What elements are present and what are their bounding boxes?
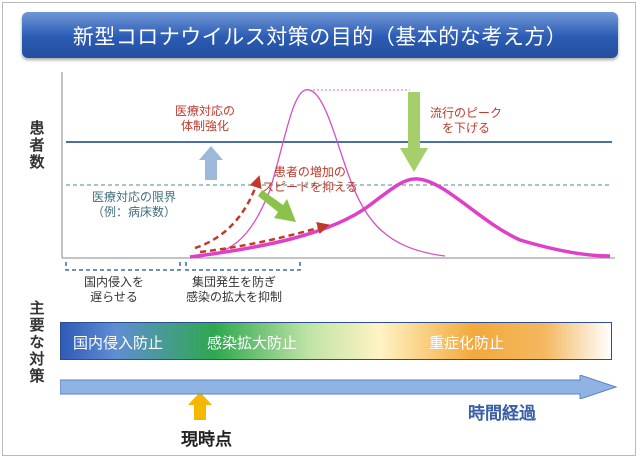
annotation-prevent-clusters: 集団発生を防ぎ 感染の拡大を抑制 — [186, 275, 282, 305]
slide-title: 新型コロナウイルス対策の目的（基本的な考え方） — [72, 25, 568, 49]
steep-rise-arrow — [194, 175, 262, 250]
lower-peak-arrow — [400, 92, 428, 172]
bracket-prevent-clusters — [185, 262, 301, 271]
annotation-line: 医療対応の — [175, 104, 236, 118]
now-arrow — [188, 392, 212, 420]
annotation-slow-increase: 患者の増加の スピードを抑える — [262, 165, 358, 195]
phase-prevent-entry: 国内侵入防止 — [73, 334, 164, 352]
slow-rise-arrow — [199, 222, 330, 254]
annotation-lower-peak: 流行のピーク を下げる — [430, 106, 502, 136]
y-axis-label: 患 者 数 — [27, 120, 47, 171]
annotation-line: 遅らせる — [90, 290, 138, 304]
y-axis-char: 者 — [29, 136, 45, 154]
annotation-line: 体制強化 — [181, 119, 230, 133]
y-axis-char: 数 — [29, 153, 45, 171]
annotation-line: を下げる — [442, 121, 491, 135]
annotation-line: 国内侵入を — [84, 275, 145, 289]
policy-phase-bar: 国内侵入防止 感染拡大防止 重症化防止 — [60, 322, 612, 360]
policy-axis-char: 対 — [29, 350, 45, 368]
sharp-epidemic-curve — [189, 89, 446, 258]
bracket-delay-entry — [65, 262, 181, 271]
annotation-line: 流行のピーク — [430, 106, 503, 120]
annotation-line: 感染の拡大を抑制 — [186, 290, 283, 304]
phase-prevent-severity: 重症化防止 — [429, 334, 505, 352]
policy-axis-char: 策 — [29, 367, 45, 385]
annotation-line: 集団発生を防ぎ — [192, 275, 277, 289]
slow-down-arrow — [258, 190, 296, 222]
annotation-delay-entry: 国内侵入を 遅らせる — [84, 275, 144, 305]
annotation-line: 患者の増加の — [273, 165, 346, 179]
now-label: 現時点 — [181, 430, 232, 450]
phase-prevent-spread: 感染拡大防止 — [207, 334, 298, 352]
time-label: 時間経過 — [468, 404, 536, 424]
policy-axis-char: 要 — [29, 316, 45, 334]
annotation-line: 医療対応の限界 — [92, 190, 177, 204]
policy-axis-char: な — [29, 333, 45, 351]
flattened-epidemic-curve — [189, 177, 611, 259]
title-bar: 新型コロナウイルス対策の目的（基本的な考え方） — [22, 12, 618, 58]
strengthen-up-arrow — [199, 146, 223, 180]
annotation-line: スピードを抑える — [262, 180, 358, 194]
policy-axis-label: 主 要 な 対 策 — [27, 300, 47, 385]
y-axis-char: 患 — [29, 119, 45, 137]
annotation-medical-limit: 医療対応の限界 （例：病床数） — [92, 190, 176, 220]
slide-frame — [2, 2, 636, 456]
time-axis-arrow — [60, 375, 618, 399]
policy-axis-char: 主 — [29, 299, 45, 317]
annotation-medical-strengthen: 医療対応の 体制強化 — [175, 104, 235, 134]
annotation-line: （例：病床数） — [92, 205, 177, 219]
